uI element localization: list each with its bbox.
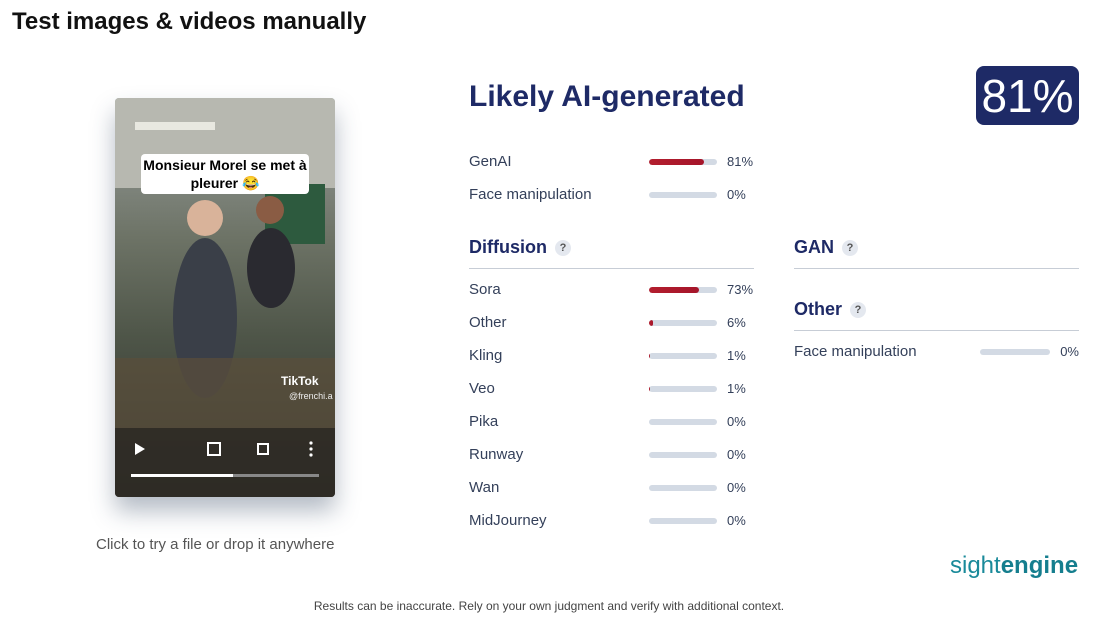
brand-logo[interactable]: sightengine xyxy=(950,552,1078,580)
score-badge: 81% xyxy=(976,66,1079,125)
section-name: Diffusion xyxy=(469,237,547,257)
bar-track xyxy=(649,287,717,293)
row-value: 0% xyxy=(727,480,746,495)
brand-light: sight xyxy=(950,552,1001,579)
row-label: MidJourney xyxy=(469,512,547,529)
row-label: Runway xyxy=(469,446,524,463)
bar-track xyxy=(649,419,717,425)
watermark-handle: @frenchi.a xyxy=(289,391,333,401)
section-name: GAN xyxy=(794,237,834,257)
bar-track xyxy=(649,485,717,491)
video-preview[interactable]: Monsieur Morel se met à pleurer 😂 TikTok… xyxy=(115,98,335,497)
bar-track xyxy=(649,452,717,458)
row-value: 6% xyxy=(727,315,746,330)
bar-track xyxy=(649,353,717,359)
row-label: Veo xyxy=(469,380,495,397)
page-title: Test images & videos manually xyxy=(12,8,367,35)
disclaimer: Results can be inaccurate. Rely on your … xyxy=(313,599,785,613)
bar-track xyxy=(649,386,717,392)
row-value: 81% xyxy=(727,154,754,169)
verdict: Likely AI-generated xyxy=(469,80,745,113)
row-value: 73% xyxy=(727,282,754,297)
upload-hint[interactable]: Click to try a file or drop it anywhere xyxy=(96,536,335,553)
row-value: 0% xyxy=(727,447,746,462)
row-label: Face manipulation xyxy=(469,186,592,203)
row-value: 1% xyxy=(727,381,746,396)
help-icon[interactable]: ? xyxy=(850,302,867,318)
row-value: 0% xyxy=(727,187,746,202)
bar-track xyxy=(649,518,717,524)
section-title: Diffusion? xyxy=(469,237,571,258)
watermark: TikTok xyxy=(281,374,319,388)
bar-fill xyxy=(649,353,650,359)
row-label: Face manipulation xyxy=(794,343,917,360)
section-title: Other? xyxy=(794,299,867,320)
bar-fill xyxy=(649,287,699,293)
row-value: 0% xyxy=(727,414,746,429)
row-label: Other xyxy=(469,314,507,331)
row-value: 1% xyxy=(727,348,746,363)
section-name: Other xyxy=(794,299,843,319)
row-label: Pika xyxy=(469,413,499,430)
bar-track xyxy=(649,159,717,165)
bar-track xyxy=(980,349,1050,355)
bar-track xyxy=(649,192,717,198)
bar-track xyxy=(649,320,717,326)
row-value: 0% xyxy=(1060,344,1079,359)
section-title: GAN? xyxy=(794,237,858,258)
video-caption: Monsieur Morel se met à pleurer 😂 xyxy=(141,154,309,194)
video-scene xyxy=(115,98,335,497)
row-label: GenAI xyxy=(469,153,512,170)
row-label: Sora xyxy=(469,281,501,298)
bar-fill xyxy=(649,320,654,326)
help-icon[interactable]: ? xyxy=(842,240,858,256)
section-rule xyxy=(794,268,1079,269)
bar-fill xyxy=(649,159,705,165)
section-rule xyxy=(469,268,754,269)
row-label: Kling xyxy=(469,347,503,364)
brand-bold: engine xyxy=(1000,552,1079,579)
help-icon[interactable]: ? xyxy=(555,240,571,256)
row-label: Wan xyxy=(469,479,500,496)
row-value: 0% xyxy=(727,513,746,528)
bar-fill xyxy=(649,386,650,392)
section-rule xyxy=(794,330,1079,331)
